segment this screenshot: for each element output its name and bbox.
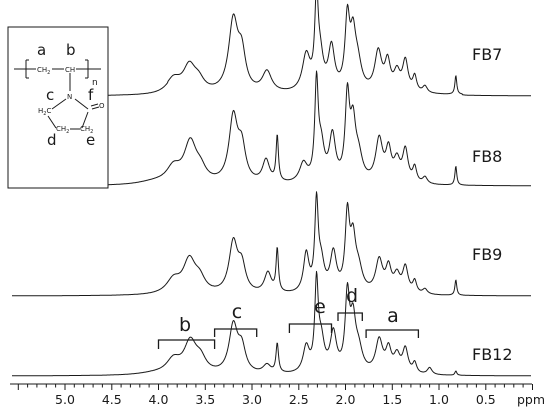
ring-n-text: N xyxy=(67,93,72,101)
assignment-label-d: d xyxy=(346,285,358,307)
ring-bond-n-f xyxy=(74,98,89,110)
spectrum-labels-layer: FB7 FB8 FB9 FB12 xyxy=(472,45,513,364)
assignment-bracket-d xyxy=(337,312,363,321)
x-tick-label: 3.0 xyxy=(242,392,262,407)
assignment-bracket-e xyxy=(288,323,333,333)
structure-label-d: d xyxy=(47,131,57,149)
x-axis: 5.0 4.5 4.0 3.5 3.0 2.5 2.0 1.5 1.0 0.5 ppm xyxy=(10,383,545,407)
chain-ch2-text: CH2 xyxy=(37,66,50,76)
ring-bond-n-c xyxy=(51,98,67,110)
ring-h2c-text: H2C xyxy=(38,107,51,117)
x-tick-label: 2.0 xyxy=(336,392,356,407)
assignment-bracket-b xyxy=(157,339,216,349)
ring-ch2-e-text: CH2 xyxy=(80,125,93,135)
assignment-label-a: a xyxy=(387,305,399,327)
spectrum-label-fb12: FB12 xyxy=(472,345,513,364)
carbonyl-bond-2 xyxy=(91,106,100,110)
assignment-bracket-a xyxy=(365,329,420,338)
x-tick-label: 4.5 xyxy=(102,392,122,407)
chain-ch-text: CH xyxy=(65,66,75,74)
carbonyl-o-text: O xyxy=(99,102,105,110)
spectrum-label-fb8: FB8 xyxy=(472,147,502,166)
structure-label-c: c xyxy=(46,86,54,104)
x-tick-label: 0.5 xyxy=(476,392,496,407)
repeat-subscript-n: n xyxy=(92,78,98,88)
x-axis-unit-label: ppm xyxy=(517,392,545,407)
ring-ch2-d-text: CH2 xyxy=(56,125,69,135)
structure-label-b: b xyxy=(66,41,76,59)
x-tick-label: 5.0 xyxy=(55,392,75,407)
assignment-label-c: c xyxy=(232,301,242,323)
structure-label-e: e xyxy=(86,131,95,149)
ring-bond-c-d xyxy=(47,115,57,129)
structure-label-f: f xyxy=(88,86,94,104)
spectrum-label-fb9: FB9 xyxy=(472,245,502,264)
structure-frame xyxy=(7,26,109,189)
spectrum-fb9 xyxy=(12,191,531,297)
assignment-label-b: b xyxy=(179,314,191,336)
structure-label-a: a xyxy=(37,41,46,59)
x-tick-label: 4.0 xyxy=(149,392,169,407)
x-tick-label: 1.0 xyxy=(429,392,449,407)
assignment-label-e: e xyxy=(314,296,326,318)
carbonyl-bond-1 xyxy=(90,103,99,107)
x-tick-label: 2.5 xyxy=(289,392,309,407)
spectrum-label-fb7: FB7 xyxy=(472,45,502,64)
x-tick-label: 3.5 xyxy=(195,392,215,407)
spectrum-fb12 xyxy=(12,270,531,377)
assignment-bracket-c xyxy=(213,328,258,337)
peak-assignment-layer: b c e d a xyxy=(157,285,420,349)
ring-bond-f-e xyxy=(81,111,89,129)
x-tick-label: 1.5 xyxy=(382,392,402,407)
pvp-structure-inset: a b CH2 CH n c f N O H2C CH2 CH2 d e xyxy=(7,26,109,189)
